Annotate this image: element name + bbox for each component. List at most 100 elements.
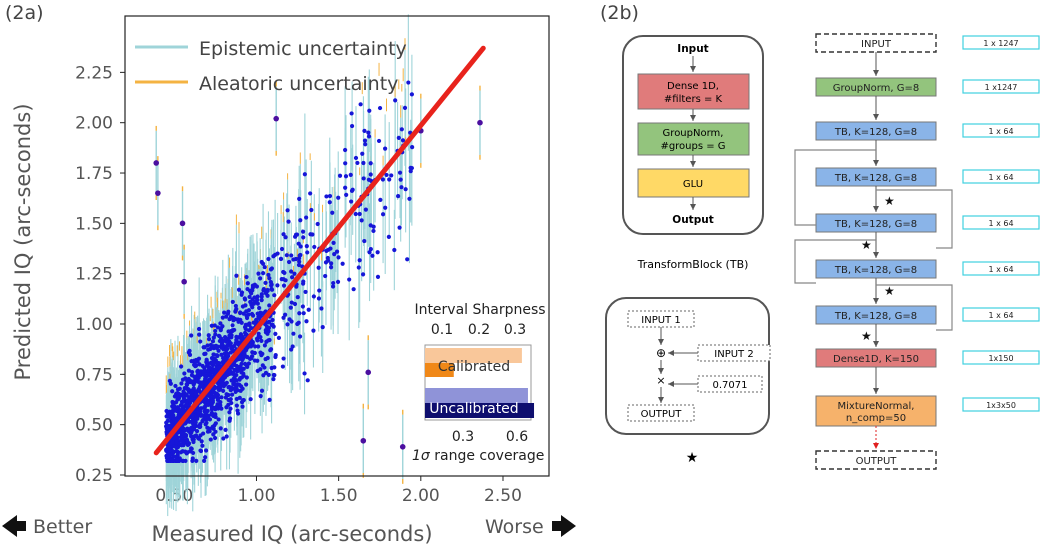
scatter-point: [250, 305, 255, 310]
scatter-point: [331, 280, 336, 286]
scatter-point: [229, 400, 234, 406]
arch-node-label: MixtureNormal,: [838, 401, 915, 412]
scatter-point: [375, 274, 381, 279]
scatter-point: [177, 456, 182, 461]
scatter-point: [289, 253, 294, 258]
scatter-point: [271, 372, 276, 378]
scatter-point: [213, 429, 218, 434]
scatter-point: [205, 408, 210, 414]
scatter-point: [179, 443, 184, 448]
scatter-point: [249, 311, 255, 317]
scatter-point: [349, 111, 354, 116]
scatter-point: [245, 322, 250, 327]
scatter-point: [165, 427, 171, 433]
outlier-point: [153, 160, 160, 166]
scatter-point: [267, 276, 272, 281]
scatter-point: [182, 371, 187, 376]
scatter-point: [324, 248, 329, 253]
scatter-point: [255, 297, 260, 302]
scatter-point: [363, 142, 368, 147]
scatter-point: [193, 420, 198, 425]
skip-connection: [794, 239, 876, 284]
scatter-point: [269, 282, 274, 287]
scatter-point: [211, 335, 216, 340]
scatter-point: [181, 396, 187, 401]
scatter-point: [223, 336, 228, 342]
scatter-point: [238, 375, 243, 381]
scatter-point: [174, 448, 179, 454]
scatter-point: [291, 331, 296, 336]
x-tick-label: 2.00: [402, 486, 440, 506]
scatter-point: [213, 343, 219, 348]
star-output-label: OUTPUT: [641, 409, 683, 420]
scatter-point: [280, 364, 285, 369]
scatter-point: [233, 389, 238, 395]
scatter-point: [188, 391, 194, 396]
shape-tag-label: 1 x 64: [988, 127, 1013, 136]
scatter-point: [221, 388, 226, 393]
scatter-point: [323, 260, 329, 265]
scatter-point: [290, 344, 295, 349]
scatter-point: [281, 315, 286, 320]
scatter-point: [286, 219, 291, 224]
scatter-point: [164, 414, 169, 419]
scatter-point: [335, 279, 341, 284]
scatter-point: [297, 311, 302, 316]
scatter-point: [259, 388, 265, 393]
scatter-point: [353, 155, 359, 161]
scatter-point: [164, 424, 169, 429]
scatter-point: [179, 364, 184, 369]
scatter-point: [267, 397, 272, 402]
scatter-point: [250, 350, 255, 355]
scatter-point: [324, 194, 329, 199]
scatter-point: [228, 397, 233, 402]
scatter-point: [231, 381, 236, 386]
scatter-point: [273, 331, 278, 336]
scatter-point: [302, 371, 307, 376]
scatter-point: [301, 235, 306, 240]
scatter-point: [223, 395, 228, 400]
scatter-point: [316, 265, 321, 270]
scatter-point: [215, 353, 220, 359]
scatter-point: [175, 405, 180, 410]
scatter-point: [203, 351, 208, 356]
scatter-point: [297, 256, 302, 261]
scatter-point: [243, 303, 248, 308]
scatter-point: [355, 160, 360, 166]
scatter-point: [397, 225, 402, 230]
scatter-point: [249, 356, 254, 361]
scatter-point: [196, 436, 202, 441]
scatter-point: [223, 358, 228, 363]
scatter-point: [190, 369, 195, 375]
scatter-point: [203, 374, 208, 379]
scatter-point: [164, 420, 169, 425]
scatter-point: [255, 358, 260, 363]
scatter-point: [315, 221, 320, 227]
shape-tag-label: 1 x 64: [988, 311, 1013, 320]
arch-node: TB, K=128, G=8: [815, 121, 937, 141]
scatter-point: [362, 128, 367, 133]
scatter-point: [353, 211, 358, 217]
scatter-point: [295, 294, 300, 300]
scatter-point: [246, 361, 251, 366]
scatter-point: [211, 352, 216, 357]
scatter-point: [242, 361, 248, 366]
scatter-point: [293, 256, 299, 262]
scatter-point: [267, 337, 272, 343]
scatter-point: [378, 197, 383, 202]
scatter-point: [397, 170, 403, 175]
y-tick-label: 0.75: [75, 365, 113, 385]
scatter-point: [278, 256, 283, 261]
scatter-point: [218, 426, 223, 431]
scatter-point: [195, 377, 200, 383]
scatter-point: [244, 315, 250, 321]
scatter-point: [234, 337, 239, 343]
scatter-point: [235, 411, 241, 416]
scatter-point: [180, 405, 185, 411]
scatter-point: [344, 192, 349, 197]
scatter-point: [357, 211, 362, 217]
scatter-point: [226, 309, 231, 314]
scatter-point: [288, 305, 293, 310]
scatter-point: [269, 266, 275, 271]
scatter-point: [234, 396, 239, 402]
